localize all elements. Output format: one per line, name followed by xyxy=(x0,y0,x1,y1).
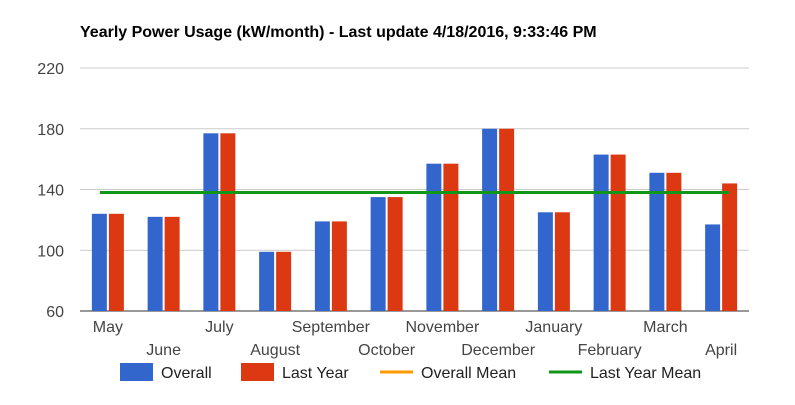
bar-last-year-december[interactable] xyxy=(499,128,515,311)
bar-overall-april[interactable] xyxy=(705,224,721,311)
chart-title: Yearly Power Usage (kW/month) - Last upd… xyxy=(80,24,597,41)
x-tick-label: December xyxy=(461,342,535,359)
x-tick-label: June xyxy=(146,342,181,359)
legend[interactable]: Overall Last Year Overall Mean Last Year Me… xyxy=(120,363,701,382)
x-tick-label: November xyxy=(405,319,479,336)
x-axis-ticks: May June July August September October Novembe… xyxy=(93,319,737,359)
bar-overall-march[interactable] xyxy=(649,172,665,311)
x-tick-label: October xyxy=(358,342,416,359)
y-axis-ticks: 60 100 140 180 220 xyxy=(37,61,64,321)
x-tick-label: March xyxy=(643,319,687,336)
y-tick-label: 100 xyxy=(37,243,64,260)
bars xyxy=(91,128,738,311)
bar-last-year-may[interactable] xyxy=(108,213,124,311)
gridlines xyxy=(80,67,749,312)
x-tick-label: September xyxy=(292,319,371,336)
bar-last-year-march[interactable] xyxy=(666,172,682,311)
y-tick-label: 220 xyxy=(37,61,64,78)
bar-last-year-february[interactable] xyxy=(610,154,626,311)
y-tick-label: 60 xyxy=(46,304,64,321)
bar-overall-october[interactable] xyxy=(370,197,386,311)
bar-last-year-july[interactable] xyxy=(220,133,236,311)
bar-last-year-august[interactable] xyxy=(276,251,292,311)
bar-overall-november[interactable] xyxy=(426,163,442,311)
x-tick-label: February xyxy=(578,342,642,359)
x-tick-label: July xyxy=(205,319,233,336)
bar-overall-september[interactable] xyxy=(314,221,330,311)
legend-label: Last Year xyxy=(282,365,349,382)
legend-label: Overall Mean xyxy=(421,365,516,382)
x-tick-label: August xyxy=(250,342,300,359)
bar-last-year-september[interactable] xyxy=(331,221,347,311)
bar-overall-december[interactable] xyxy=(482,128,498,311)
bar-overall-july[interactable] xyxy=(203,133,219,311)
legend-swatch xyxy=(241,363,274,381)
bar-overall-january[interactable] xyxy=(537,212,553,311)
y-tick-label: 180 xyxy=(37,122,64,139)
bar-overall-august[interactable] xyxy=(259,251,275,311)
legend-item-overall-mean[interactable]: Overall Mean xyxy=(380,365,516,382)
legend-item-last-year-mean[interactable]: Last Year Mean xyxy=(549,365,701,382)
x-tick-label: May xyxy=(93,319,123,336)
bar-last-year-june[interactable] xyxy=(164,216,180,311)
x-tick-label: January xyxy=(525,319,582,336)
y-tick-label: 140 xyxy=(37,183,64,200)
bar-last-year-april[interactable] xyxy=(722,183,738,311)
legend-label: Overall xyxy=(161,365,212,382)
bar-last-year-november[interactable] xyxy=(443,163,459,311)
bar-last-year-october[interactable] xyxy=(387,197,403,311)
bar-overall-february[interactable] xyxy=(593,154,609,311)
legend-item-last-year[interactable]: Last Year xyxy=(241,363,349,382)
bar-overall-may[interactable] xyxy=(91,213,107,311)
bar-overall-june[interactable] xyxy=(147,216,163,311)
x-tick-label: April xyxy=(705,342,737,359)
legend-label: Last Year Mean xyxy=(590,365,701,382)
bar-last-year-january[interactable] xyxy=(554,212,570,311)
legend-swatch xyxy=(120,363,153,381)
legend-item-overall[interactable]: Overall xyxy=(120,363,212,382)
